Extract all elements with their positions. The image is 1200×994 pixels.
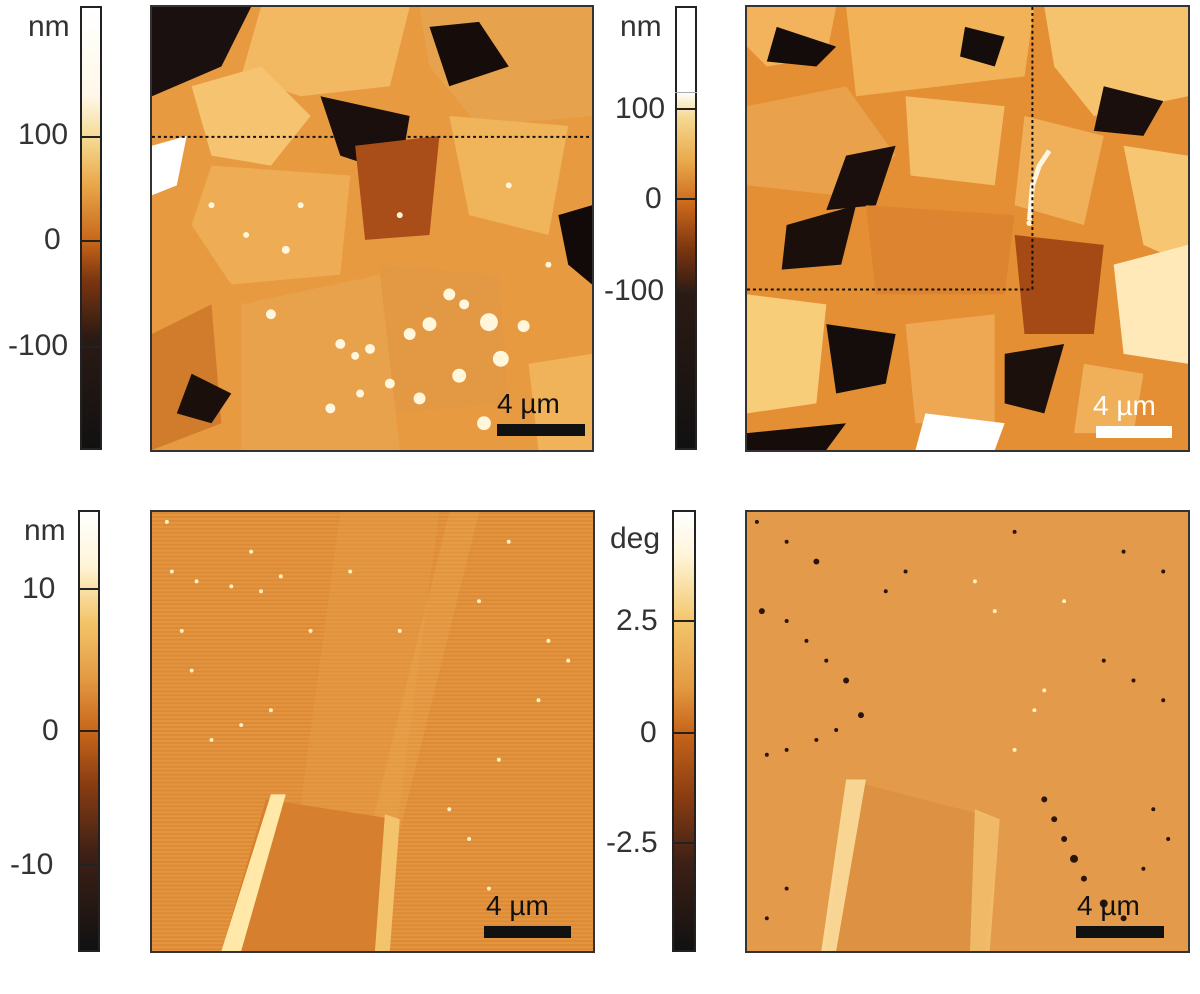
- colorbar-tick: [78, 864, 100, 866]
- colorbar-height: [80, 6, 102, 450]
- afm-phase-image: [745, 510, 1190, 953]
- scale-bar: [1096, 426, 1172, 438]
- colorbar-unit-label: nm: [24, 514, 66, 547]
- scale-bar-label: 4 µm: [1077, 890, 1140, 921]
- scale-bar: [484, 926, 571, 938]
- colorbar-tick-label: 0: [640, 716, 657, 749]
- colorbar-tick-label: 100: [18, 118, 69, 151]
- colorbar-tick-label: 100: [615, 92, 666, 125]
- colorbar-tick: [672, 732, 696, 734]
- colorbar-tick: [675, 290, 697, 292]
- afm-topography-image: [150, 5, 594, 452]
- colorbar-tick: [80, 136, 102, 138]
- colorbar-tick: [672, 842, 696, 844]
- colorbar-unit-label: deg: [610, 522, 661, 555]
- colorbar-tick: [78, 730, 100, 732]
- colorbar-tick: [675, 92, 697, 93]
- colorbar-tick-label: 10: [22, 572, 56, 605]
- colorbar-tick-label: 0: [645, 182, 662, 215]
- colorbar-tick: [80, 346, 102, 348]
- colorbar-height: [675, 6, 697, 450]
- colorbar-unit-label: nm: [28, 10, 70, 43]
- colorbar-tick: [672, 620, 696, 622]
- colorbar-tick-label: 0: [42, 714, 59, 747]
- afm-lateral-image: [150, 510, 595, 953]
- colorbar-phase: [672, 510, 696, 952]
- scale-bar-label: 4 µm: [497, 388, 560, 419]
- afm-topography-image: [745, 5, 1190, 452]
- colorbar-tick-label: -100: [604, 274, 665, 307]
- scale-bar-label: 4 µm: [1093, 390, 1156, 421]
- scale-bar-label: 4 µm: [486, 890, 549, 921]
- colorbar-tick: [80, 240, 102, 242]
- colorbar-tick-label: -100: [8, 329, 69, 362]
- colorbar-tick: [675, 198, 697, 200]
- scale-bar: [497, 424, 585, 436]
- colorbar-tick-label: -10: [10, 848, 54, 881]
- scale-bar: [1076, 926, 1164, 938]
- colorbar-tick: [78, 588, 100, 590]
- colorbar-unit-label: nm: [620, 10, 662, 43]
- colorbar-tick: [675, 108, 697, 110]
- colorbar-tick-label: 2.5: [616, 604, 658, 637]
- colorbar-tick-label: -2.5: [606, 826, 658, 859]
- colorbar-tick-label: 0: [44, 223, 61, 256]
